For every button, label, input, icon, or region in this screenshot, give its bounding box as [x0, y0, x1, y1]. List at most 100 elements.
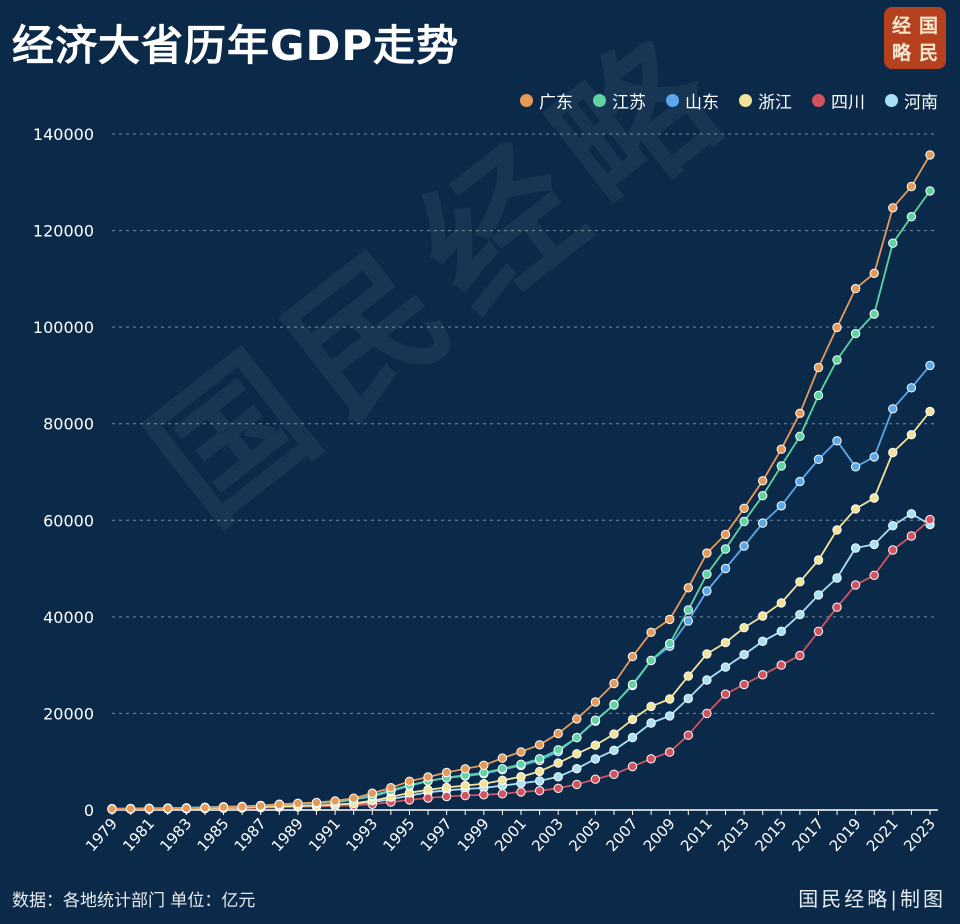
data-point-山东: [832, 436, 842, 446]
brand-logo: 经 国 略 民: [884, 7, 946, 69]
x-tick-label: 2023: [900, 815, 939, 855]
legend-swatch: [666, 94, 679, 107]
x-tick-label: 1989: [268, 815, 307, 855]
legend-swatch: [520, 94, 533, 107]
data-point-浙江: [850, 504, 861, 514]
data-point-江苏: [776, 461, 786, 471]
x-tick-label: 1987: [231, 815, 270, 855]
data-point-广东: [181, 803, 192, 813]
data-point-河南: [702, 675, 712, 685]
data-point-浙江: [739, 623, 749, 633]
data-source-note: 数据：各地统计部门 单位：亿元: [12, 891, 256, 911]
data-point-江苏: [795, 431, 805, 441]
legend-item-guangdong[interactable]: 广东: [520, 88, 573, 113]
x-tick-label: 2013: [714, 815, 753, 855]
data-point-山东: [776, 501, 786, 511]
data-point-四川: [534, 786, 545, 796]
data-point-四川: [646, 754, 656, 764]
data-point-河南: [534, 776, 545, 786]
data-point-浙江: [925, 406, 935, 417]
legend-swatch: [885, 94, 898, 107]
legend-label: 江苏: [612, 93, 646, 113]
data-point-四川: [869, 570, 879, 580]
x-tick-label: 1985: [194, 815, 233, 855]
data-point-河南: [609, 745, 619, 755]
data-point-河南: [795, 609, 805, 620]
data-point-河南: [572, 764, 582, 774]
x-tick-label: 1991: [305, 815, 344, 855]
legend-item-henan[interactable]: 河南: [885, 88, 938, 113]
data-point-广东: [665, 614, 675, 625]
data-point-河南: [553, 772, 563, 782]
data-point-浙江: [627, 714, 638, 725]
data-point-广东: [813, 362, 824, 373]
data-point-浙江: [888, 447, 898, 458]
x-tick-label: 2019: [826, 815, 865, 855]
data-point-浙江: [906, 430, 917, 440]
data-point-广东: [702, 548, 712, 558]
data-point-广东: [590, 697, 601, 707]
data-point-四川: [888, 545, 898, 555]
data-point-江苏: [683, 605, 693, 615]
data-point-广东: [869, 268, 879, 278]
data-point-江苏: [627, 679, 638, 690]
data-point-四川: [627, 761, 638, 772]
data-point-江苏: [534, 754, 545, 764]
data-point-河南: [776, 626, 786, 636]
data-point-山东: [795, 476, 805, 487]
data-point-四川: [813, 626, 824, 636]
data-point-浙江: [423, 785, 433, 795]
data-point-广东: [218, 802, 229, 812]
data-point-山东: [720, 563, 731, 574]
legend-label: 广东: [539, 93, 573, 113]
x-tick-label: 1983: [156, 815, 195, 855]
data-point-浙江: [665, 694, 675, 704]
data-point-广东: [441, 767, 452, 778]
data-point-四川: [758, 670, 768, 680]
logo-char: 国: [918, 15, 938, 37]
data-point-江苏: [609, 700, 619, 710]
x-tick-label: 2001: [491, 815, 530, 855]
data-point-江苏: [888, 238, 898, 248]
data-point-浙江: [534, 766, 545, 777]
data-point-四川: [850, 580, 861, 590]
data-point-江苏: [553, 745, 563, 755]
line-chart: 0 20000 40000 60000 80000 100000 120000 140000 1…: [33, 125, 939, 855]
y-tick-label: 80000: [43, 415, 94, 434]
credit-note: 国民经略|制图: [798, 887, 946, 911]
legend-item-shandong[interactable]: 山东: [666, 88, 719, 113]
x-tick-label: 1995: [379, 815, 418, 855]
data-point-四川: [609, 769, 619, 779]
data-point-江苏: [720, 544, 731, 554]
data-point-四川: [460, 790, 470, 801]
data-point-广东: [683, 583, 693, 593]
data-point-山东: [850, 462, 861, 472]
legend-item-zhejiang[interactable]: 浙江: [739, 88, 792, 113]
data-point-广东: [423, 772, 433, 782]
legend-item-jiangsu[interactable]: 江苏: [593, 88, 646, 113]
data-point-浙江: [683, 671, 693, 681]
legend-swatch: [593, 94, 606, 107]
data-point-四川: [739, 679, 749, 690]
x-tick-label: 2005: [565, 815, 604, 855]
y-tick-label: 0: [84, 801, 94, 820]
legend-item-sichuan[interactable]: 四川: [812, 88, 865, 113]
x-tick-label: 1999: [454, 815, 493, 855]
data-point-江苏: [665, 638, 675, 649]
data-point-河南: [627, 732, 638, 743]
data-point-四川: [441, 791, 452, 802]
data-point-广东: [367, 788, 377, 798]
y-tick-label: 120000: [33, 222, 94, 241]
legend-label: 河南: [904, 93, 938, 113]
data-point-江苏: [739, 516, 749, 527]
x-tick-label: 1979: [82, 815, 121, 855]
data-point-广东: [349, 793, 359, 803]
legend-swatch: [739, 94, 752, 107]
data-point-四川: [832, 602, 842, 612]
data-point-广东: [404, 776, 415, 786]
data-point-浙江: [646, 701, 656, 712]
data-point-广东: [776, 444, 786, 454]
y-tick-label: 40000: [43, 608, 94, 627]
data-point-浙江: [441, 782, 452, 793]
data-point-广东: [888, 203, 898, 213]
